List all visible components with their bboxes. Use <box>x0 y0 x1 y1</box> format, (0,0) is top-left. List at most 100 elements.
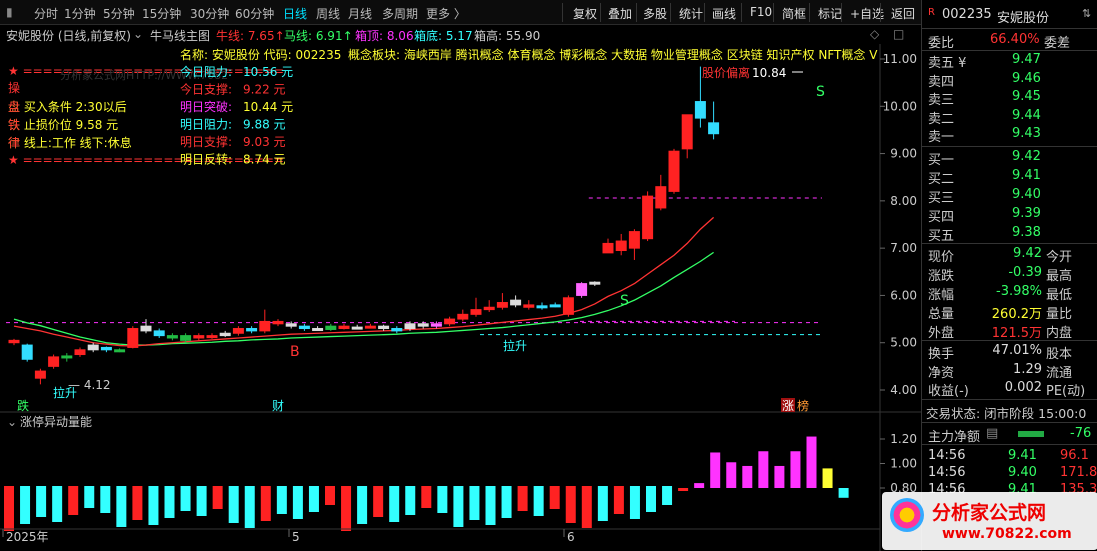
volume-bar[interactable] <box>116 486 127 527</box>
candle[interactable] <box>615 233 627 256</box>
candle[interactable] <box>708 101 720 140</box>
volume-chart[interactable]: ⌄ 涨停异动量能 1.20 1.00 0.80 2025年 5 6 <box>0 413 921 551</box>
candle[interactable] <box>153 328 165 338</box>
candle[interactable] <box>562 295 574 317</box>
volume-bar[interactable] <box>4 486 14 531</box>
volume-bar[interactable] <box>790 451 801 488</box>
toolbar-button-1[interactable]: 叠加 <box>608 7 633 21</box>
volume-bar[interactable] <box>164 486 175 518</box>
candle[interactable] <box>338 323 350 330</box>
toolbar-button-6[interactable]: 简框 <box>782 7 807 21</box>
volume-bar[interactable] <box>84 486 95 508</box>
volume-bar[interactable] <box>180 486 191 511</box>
volume-bar[interactable] <box>549 486 560 509</box>
chevron-down-icon[interactable]: ⌄ <box>133 27 144 41</box>
toolbar-button-2[interactable]: 多股 <box>643 7 668 21</box>
candle[interactable] <box>668 148 680 194</box>
toolbar-button-0[interactable]: 复权 <box>573 7 598 21</box>
volume-bar[interactable] <box>405 486 416 515</box>
volume-bar[interactable] <box>373 486 384 517</box>
candle[interactable] <box>166 333 178 341</box>
toolbar-button-5[interactable]: F10 <box>750 5 773 19</box>
candle[interactable] <box>206 333 218 339</box>
candle[interactable] <box>496 293 508 310</box>
volume-bar[interactable] <box>662 486 673 505</box>
candle[interactable] <box>34 368 46 385</box>
volume-bar[interactable] <box>694 483 705 488</box>
kline-chart[interactable]: 11.00 10.00 9.00 8.00 7.00 6.00 5.00 4.00 ★ ====… <box>0 44 921 413</box>
period-tab-4[interactable]: 30分钟 <box>190 7 230 21</box>
volume-bar[interactable] <box>581 486 592 528</box>
candle[interactable] <box>285 321 297 329</box>
candle[interactable] <box>140 319 152 334</box>
candle[interactable] <box>694 66 706 128</box>
volume-bar[interactable] <box>196 486 207 516</box>
period-tab-7[interactable]: 周线 <box>316 7 341 21</box>
diamond-icon[interactable]: ◇ <box>870 27 880 41</box>
candle[interactable] <box>364 323 376 329</box>
candle[interactable] <box>61 353 73 362</box>
volume-bar[interactable] <box>308 486 319 512</box>
candle[interactable] <box>391 326 403 334</box>
candle[interactable] <box>483 300 495 312</box>
volume-bar[interactable] <box>100 486 111 513</box>
candle[interactable] <box>298 323 310 331</box>
candle[interactable] <box>549 302 561 308</box>
volume-bar[interactable] <box>212 486 223 509</box>
candle[interactable] <box>378 324 390 331</box>
volume-bar[interactable] <box>822 468 833 488</box>
candle[interactable] <box>312 326 324 332</box>
volume-bar[interactable] <box>742 465 753 488</box>
candle[interactable] <box>404 321 416 331</box>
period-tab-0[interactable]: 分时 <box>34 7 59 21</box>
candle[interactable] <box>536 302 548 310</box>
candle[interactable] <box>21 343 33 362</box>
candle[interactable] <box>576 282 588 298</box>
volume-bar[interactable] <box>148 486 159 525</box>
volume-bar[interactable] <box>533 486 544 516</box>
volume-bar[interactable] <box>838 488 849 498</box>
volume-bar[interactable] <box>341 486 352 531</box>
candle[interactable] <box>127 326 139 349</box>
candle[interactable] <box>8 338 20 346</box>
candle[interactable] <box>430 321 442 329</box>
volume-bar[interactable] <box>629 486 640 519</box>
volume-bar[interactable] <box>501 486 512 518</box>
volume-bar[interactable] <box>357 486 368 524</box>
candle[interactable] <box>246 326 258 334</box>
volume-bar[interactable] <box>421 486 432 508</box>
candle[interactable] <box>628 229 640 260</box>
candle[interactable] <box>642 191 654 242</box>
volume-bar[interactable] <box>726 462 737 488</box>
candle[interactable] <box>74 347 86 357</box>
volume-bar[interactable] <box>132 486 143 520</box>
indicator-name[interactable]: 牛马线主图 <box>150 29 211 43</box>
candle[interactable] <box>180 333 192 343</box>
volume-bar[interactable] <box>806 436 817 488</box>
candle[interactable] <box>523 300 535 310</box>
candle[interactable] <box>272 319 284 327</box>
volume-bar[interactable] <box>646 486 656 512</box>
volume-bar[interactable] <box>276 486 287 514</box>
volume-bar[interactable] <box>517 486 528 511</box>
maximize-icon[interactable]: □ <box>893 27 905 41</box>
period-tab-8[interactable]: 月线 <box>348 7 373 21</box>
candle[interactable] <box>602 238 614 254</box>
volume-bar[interactable] <box>678 488 689 491</box>
volume-bar[interactable] <box>325 486 335 505</box>
candle[interactable] <box>681 114 693 159</box>
toolbar-button-9[interactable]: 返回 <box>891 7 916 21</box>
candle[interactable] <box>193 333 205 341</box>
period-tab-9[interactable]: 多周期 <box>382 7 419 21</box>
volume-bar[interactable] <box>437 486 448 513</box>
period-tab-6[interactable]: 日线 <box>283 7 308 21</box>
candle[interactable] <box>470 297 482 317</box>
volume-bar[interactable] <box>710 452 721 488</box>
candle[interactable] <box>232 326 244 336</box>
toolbar-button-7[interactable]: 标记 <box>818 7 843 21</box>
volume-bar[interactable] <box>228 486 239 523</box>
volume-bar[interactable] <box>565 486 576 523</box>
candle[interactable] <box>444 316 456 327</box>
candle[interactable] <box>510 295 522 308</box>
period-tab-1[interactable]: 1分钟 <box>64 7 96 21</box>
